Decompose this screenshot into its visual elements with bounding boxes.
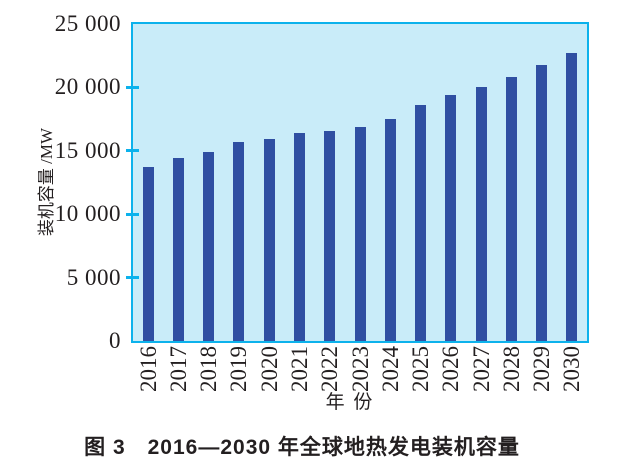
y-tickmark-20000 — [126, 85, 139, 89]
y-tickmark-10000 — [126, 212, 139, 216]
y-tick-25000: 25 000 — [54, 11, 121, 36]
bar-2023 — [354, 126, 366, 341]
y-tick-5000: 5 000 — [66, 264, 121, 290]
bar-2017 — [172, 158, 184, 341]
y-tick-20000: 20 000 — [54, 74, 121, 100]
bar-2024 — [384, 119, 396, 341]
x-tick-2028: 2028 — [498, 346, 524, 392]
bar-2019 — [233, 141, 245, 341]
x-tick-2030: 2030 — [559, 346, 585, 392]
x-tick-2027: 2027 — [468, 346, 494, 392]
bar-2022 — [324, 130, 336, 341]
bar-2025 — [415, 105, 427, 341]
bar-2030 — [566, 53, 578, 341]
figure-caption: 图 3 2016—2030 年全球地热发电装机容量 — [84, 436, 520, 459]
x-tick-2016: 2016 — [135, 346, 161, 392]
bar-2020 — [263, 139, 275, 341]
y-tick-10000: 10 000 — [54, 201, 121, 227]
y-tick-0: 0 — [109, 328, 121, 353]
bar-2027 — [475, 87, 487, 341]
plot-area — [126, 22, 589, 343]
y-tickmark-5000 — [126, 276, 139, 280]
x-axis-title: 年 份 — [325, 392, 375, 413]
bar-2016 — [142, 167, 154, 341]
x-tick-2017: 2017 — [165, 346, 191, 392]
bar-2029 — [536, 64, 548, 341]
bar-2028 — [505, 77, 517, 341]
x-tick-2029: 2029 — [529, 346, 555, 392]
y-tick-15000: 15 000 — [54, 137, 121, 163]
y-tickmark-15000 — [126, 149, 139, 153]
x-tick-2018: 2018 — [196, 346, 222, 392]
x-tick-2019: 2019 — [226, 346, 252, 392]
bar-2026 — [445, 95, 457, 341]
y-axis-tick-labels: 0 5 000 10 000 15 000 20 000 25 000 — [0, 0, 121, 471]
bar-2018 — [203, 152, 215, 341]
bar-2021 — [293, 133, 305, 341]
